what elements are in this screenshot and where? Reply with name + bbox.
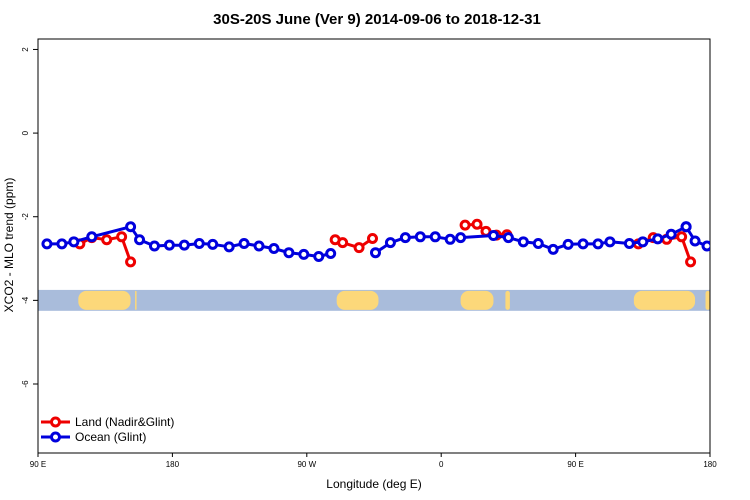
data-point-ocean <box>455 232 467 244</box>
data-point-ocean <box>701 240 710 252</box>
series-line-ocean <box>684 225 710 248</box>
map-strip-land <box>336 290 379 310</box>
data-point-land <box>367 232 379 244</box>
data-point-ocean <box>414 231 426 243</box>
plot-area: -6 -4 -2 0 2 90 E 180 90 W 0 90 E 180 <box>21 38 723 469</box>
data-point-ocean <box>134 234 146 246</box>
chart-title: 30S-20S June (Ver 9) 2014-09-06 to 2018-… <box>213 11 541 28</box>
data-point-ocean <box>207 238 219 250</box>
y-axis-label: XCO2 - MLO trend (ppm) <box>2 178 16 313</box>
legend: Land (Nadir&Glint) Ocean (Glint) <box>41 415 174 444</box>
data-point-ocean <box>86 231 98 243</box>
data-point-ocean <box>223 241 235 253</box>
x-tick-label: 180 <box>703 460 717 469</box>
data-point-ocean <box>532 237 544 249</box>
data-point-ocean <box>313 250 325 262</box>
data-point-land <box>101 234 113 246</box>
data-point-ocean <box>193 237 205 249</box>
x-axis-label: Longitude (deg E) <box>326 477 421 491</box>
map-strip-land <box>705 290 710 310</box>
x-tick-label: 90 E <box>567 460 583 469</box>
data-point-ocean <box>41 238 53 250</box>
data-point-ocean <box>125 221 137 233</box>
data-point-ocean <box>163 239 175 251</box>
data-point-ocean <box>253 240 265 252</box>
data-point-ocean <box>325 248 337 260</box>
data-point-ocean <box>665 228 677 240</box>
data-point-ocean <box>517 236 529 248</box>
data-point-ocean <box>652 233 664 245</box>
data-point-ocean <box>502 232 514 244</box>
data-point-ocean <box>148 240 160 252</box>
data-point-ocean <box>715 241 723 249</box>
data-point-ocean <box>68 236 80 248</box>
data-point-land <box>337 237 349 249</box>
legend-marker-land <box>50 416 61 428</box>
data-point-ocean <box>637 236 649 248</box>
data-point-ocean <box>444 233 456 245</box>
data-point-ocean <box>56 238 68 250</box>
series-group <box>41 218 723 268</box>
data-point-ocean <box>369 247 381 259</box>
x-tick-label: 90 W <box>297 460 316 469</box>
data-point-land <box>125 256 137 268</box>
data-point-ocean <box>592 238 604 250</box>
data-point-ocean <box>604 236 616 248</box>
y-tick-label: 0 <box>21 130 30 135</box>
x-tick-label: 180 <box>166 460 180 469</box>
data-point-ocean <box>238 237 250 249</box>
x-tick-label: 0 <box>439 460 444 469</box>
data-point-land <box>353 242 365 254</box>
data-point-land <box>471 218 483 230</box>
y-tick-label: 2 <box>21 47 30 52</box>
data-point-land <box>459 219 471 231</box>
data-point-ocean <box>577 238 589 250</box>
data-point-ocean <box>283 247 295 259</box>
x-tick-label: 90 E <box>30 460 46 469</box>
legend-label-land: Land (Nadir&Glint) <box>75 415 174 429</box>
data-point-ocean <box>268 243 280 255</box>
map-strip-land <box>460 290 494 310</box>
y-tick-label: -2 <box>21 213 30 221</box>
map-strip-land <box>633 290 696 310</box>
data-point-ocean <box>384 237 396 249</box>
data-point-ocean <box>547 243 559 255</box>
data-point-ocean <box>689 235 701 247</box>
map-strip-land <box>135 290 137 310</box>
data-point-land <box>116 231 128 243</box>
data-point-land <box>676 231 688 243</box>
map-strip-land <box>78 290 131 310</box>
data-point-ocean <box>562 238 574 250</box>
y-tick-label: -4 <box>21 296 30 304</box>
y-tick-label: -6 <box>21 380 30 388</box>
map-strip-land <box>505 290 510 310</box>
data-point-ocean <box>399 232 411 244</box>
data-point-ocean <box>623 237 635 249</box>
legend-marker-ocean <box>50 431 61 443</box>
data-point-ocean <box>178 239 190 251</box>
data-point-ocean <box>429 231 441 243</box>
legend-label-ocean: Ocean (Glint) <box>75 430 146 444</box>
data-point-ocean <box>487 230 499 242</box>
data-point-ocean <box>298 248 310 260</box>
data-point-land <box>685 256 697 268</box>
data-point-ocean <box>680 221 692 233</box>
